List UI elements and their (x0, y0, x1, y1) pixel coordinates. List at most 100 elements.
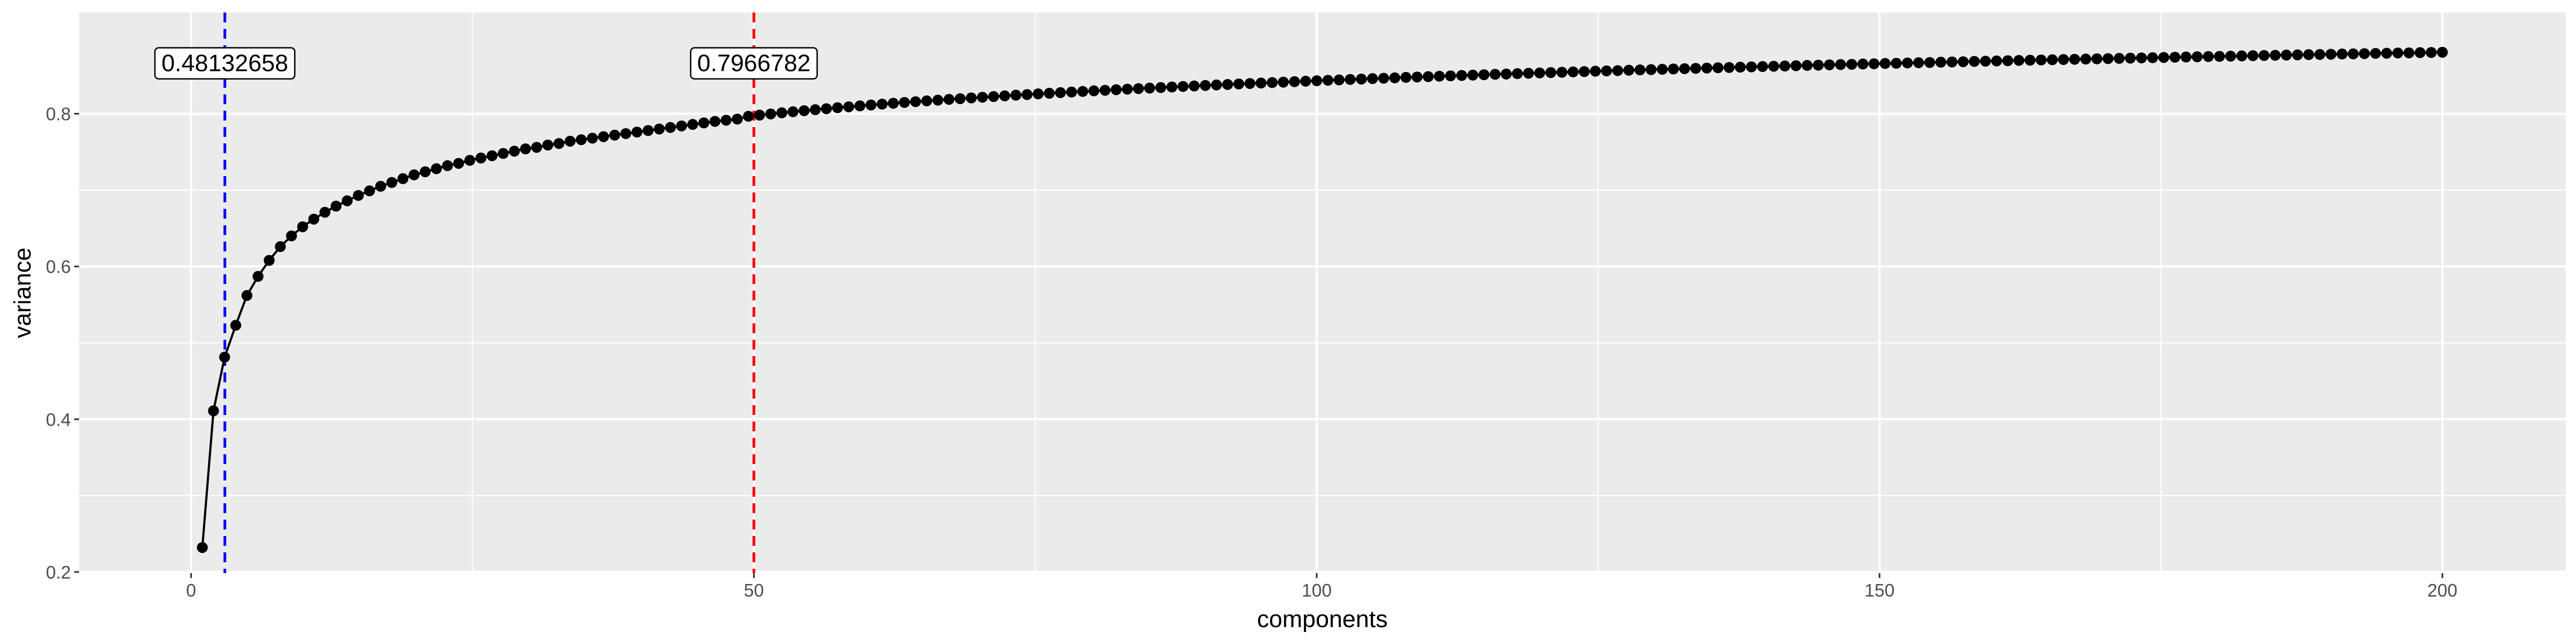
data-point (1946, 56, 1958, 68)
data-point (431, 163, 442, 174)
data-point (241, 290, 252, 301)
x-tick-label: 200 (2427, 580, 2457, 600)
data-point (330, 201, 342, 212)
data-point (2002, 55, 2013, 67)
data-point (587, 133, 598, 144)
data-point (2236, 50, 2248, 62)
data-point (765, 108, 777, 119)
data-point (1668, 63, 1679, 75)
data-point (1066, 86, 1078, 98)
data-point (1891, 58, 1902, 69)
data-point (2169, 51, 2181, 63)
data-point (1110, 84, 1122, 95)
panel-background (79, 13, 2566, 573)
data-point (999, 90, 1010, 101)
data-point (1623, 64, 1635, 76)
data-point (1478, 69, 1490, 80)
data-point (1434, 70, 1445, 82)
data-point (1523, 68, 1534, 79)
data-point (1579, 66, 1590, 77)
data-point (2214, 51, 2225, 62)
data-point (921, 95, 932, 107)
data-point (1969, 56, 1980, 67)
data-point (2147, 52, 2158, 63)
data-point (219, 351, 230, 363)
data-point (1456, 70, 1467, 81)
data-point (1188, 80, 1200, 92)
data-point (553, 138, 565, 149)
data-point (2180, 51, 2192, 63)
data-point (1489, 69, 1501, 80)
reference-label-text: 0.7966782 (697, 50, 811, 77)
data-point (1690, 63, 1701, 74)
data-point (1411, 71, 1423, 83)
data-point (1032, 88, 1044, 100)
data-point (442, 160, 453, 171)
data-point (776, 107, 787, 118)
data-point (1712, 62, 1724, 74)
data-point (1289, 76, 1300, 87)
reference-label: 0.48132658 (154, 47, 296, 80)
x-tick-label: 0 (186, 580, 196, 600)
data-point (208, 405, 219, 417)
data-point (252, 270, 264, 282)
data-point (1099, 85, 1111, 96)
data-point (2337, 49, 2348, 60)
data-point (1768, 61, 1779, 72)
y-axis-title: variance (9, 248, 36, 338)
reference-label-text: 0.48132658 (161, 50, 288, 77)
data-point (1423, 71, 1434, 82)
data-point (977, 92, 988, 103)
data-point (810, 104, 821, 116)
data-point (275, 241, 286, 252)
data-point (966, 92, 977, 104)
data-point (598, 131, 609, 142)
data-point (486, 150, 498, 161)
data-point (1935, 57, 1947, 68)
data-point (1701, 62, 1713, 74)
data-point (1177, 81, 1189, 92)
data-point (1567, 66, 1579, 77)
data-point (2202, 51, 2214, 62)
data-point (1244, 78, 1256, 89)
data-point (2024, 55, 2036, 66)
data-point (698, 117, 709, 129)
data-point (2292, 49, 2303, 61)
y-tick-label: 0.4 (46, 410, 71, 430)
y-tick-label: 0.8 (46, 104, 71, 124)
data-point (397, 173, 408, 184)
data-point (954, 93, 966, 104)
data-point (1634, 64, 1646, 76)
data-point (2091, 53, 2103, 64)
data-point (2381, 47, 2392, 59)
x-tick-label: 50 (744, 580, 764, 600)
data-point (1255, 77, 1267, 89)
data-point (1980, 56, 1991, 67)
data-point (988, 91, 1000, 103)
data-point (1300, 75, 1311, 87)
data-point (1590, 65, 1601, 77)
data-point (910, 96, 922, 107)
data-point (876, 98, 888, 110)
data-point (609, 129, 621, 141)
data-point (2425, 47, 2437, 58)
data-point (732, 113, 743, 125)
data-point (899, 97, 910, 108)
data-point (1757, 61, 1768, 73)
data-point (2136, 52, 2147, 64)
data-point (1779, 61, 1791, 72)
data-point (2436, 46, 2448, 58)
data-point (1657, 64, 1668, 75)
x-axis-ticks: 0 50 100 150 200 (186, 573, 2457, 600)
data-point (375, 180, 387, 192)
data-point (1166, 81, 1178, 93)
data-point (319, 207, 330, 218)
data-point (821, 103, 832, 115)
data-point (2047, 54, 2058, 65)
data-point (1735, 62, 1746, 73)
series-points (197, 46, 2448, 553)
data-point (408, 169, 420, 180)
data-point (1267, 77, 1278, 88)
data-point (743, 111, 754, 122)
data-point (1556, 67, 1568, 78)
